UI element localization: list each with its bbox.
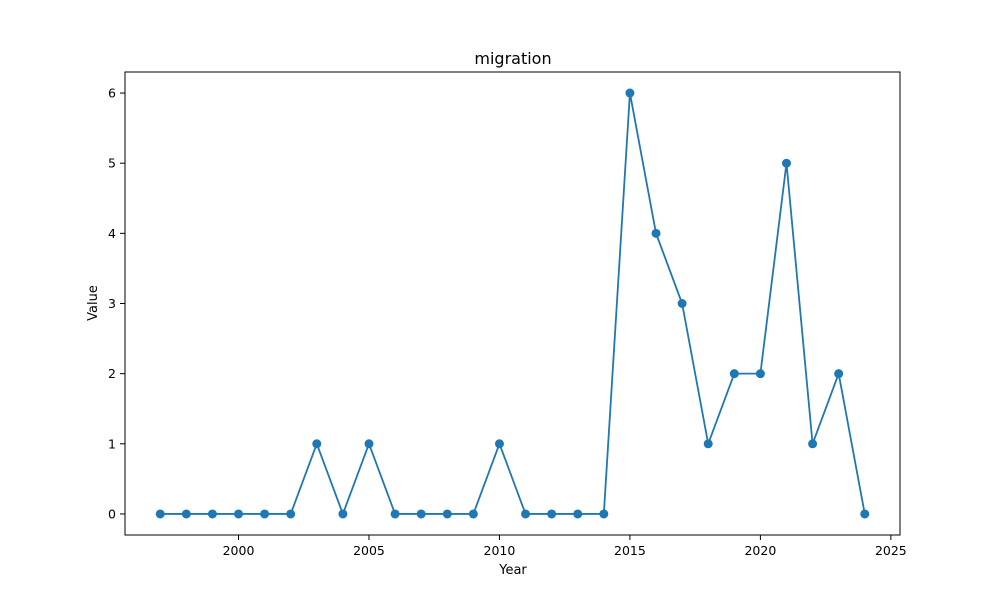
x-tick-label: 2015 (614, 543, 646, 558)
data-point (625, 88, 635, 98)
data-point (286, 509, 296, 519)
plot-area-frame (124, 71, 901, 536)
data-point (547, 509, 557, 519)
x-tick-label: 2000 (223, 543, 255, 558)
series-line (160, 92, 866, 515)
x-tick-label: 2005 (353, 543, 385, 558)
x-tick-label: 2025 (875, 543, 907, 558)
y-axis-label: Value (86, 285, 101, 321)
data-point (468, 509, 478, 519)
x-axis-label: Year (498, 563, 527, 578)
data-point (442, 509, 452, 519)
y-tick-label: 3 (108, 296, 116, 311)
data-point (494, 439, 504, 449)
data-point (834, 369, 844, 379)
y-tick-label: 5 (108, 156, 116, 171)
data-point (729, 369, 739, 379)
data-point (181, 509, 191, 519)
plot-series (155, 88, 870, 519)
y-tick-label: 1 (108, 436, 116, 451)
data-point (155, 509, 165, 519)
y-tick-label: 2 (108, 366, 116, 381)
data-point (207, 509, 217, 519)
y-axis-ticks: 0 1 2 3 4 5 6 (108, 86, 125, 521)
data-point (677, 299, 687, 308)
y-tick-label: 0 (108, 506, 116, 521)
data-point (521, 509, 531, 519)
data-point (364, 439, 374, 449)
data-point (260, 509, 270, 519)
data-point (808, 439, 818, 449)
data-point (416, 509, 426, 519)
data-point (599, 509, 609, 519)
data-point (651, 228, 661, 238)
data-point (338, 509, 348, 519)
data-point (781, 158, 791, 168)
chart-title: migration (474, 49, 551, 68)
data-point (234, 509, 244, 519)
x-axis-ticks: 2000 2005 2010 2015 2020 2025 (223, 535, 907, 558)
x-tick-label: 2020 (744, 543, 776, 558)
data-point (755, 369, 765, 379)
y-tick-label: 4 (108, 226, 116, 241)
data-point (573, 509, 583, 519)
y-tick-label: 6 (108, 86, 116, 101)
x-tick-label: 2010 (484, 543, 516, 558)
data-point (703, 439, 713, 449)
data-point (860, 509, 870, 519)
data-point (312, 439, 322, 449)
data-point (390, 509, 400, 519)
